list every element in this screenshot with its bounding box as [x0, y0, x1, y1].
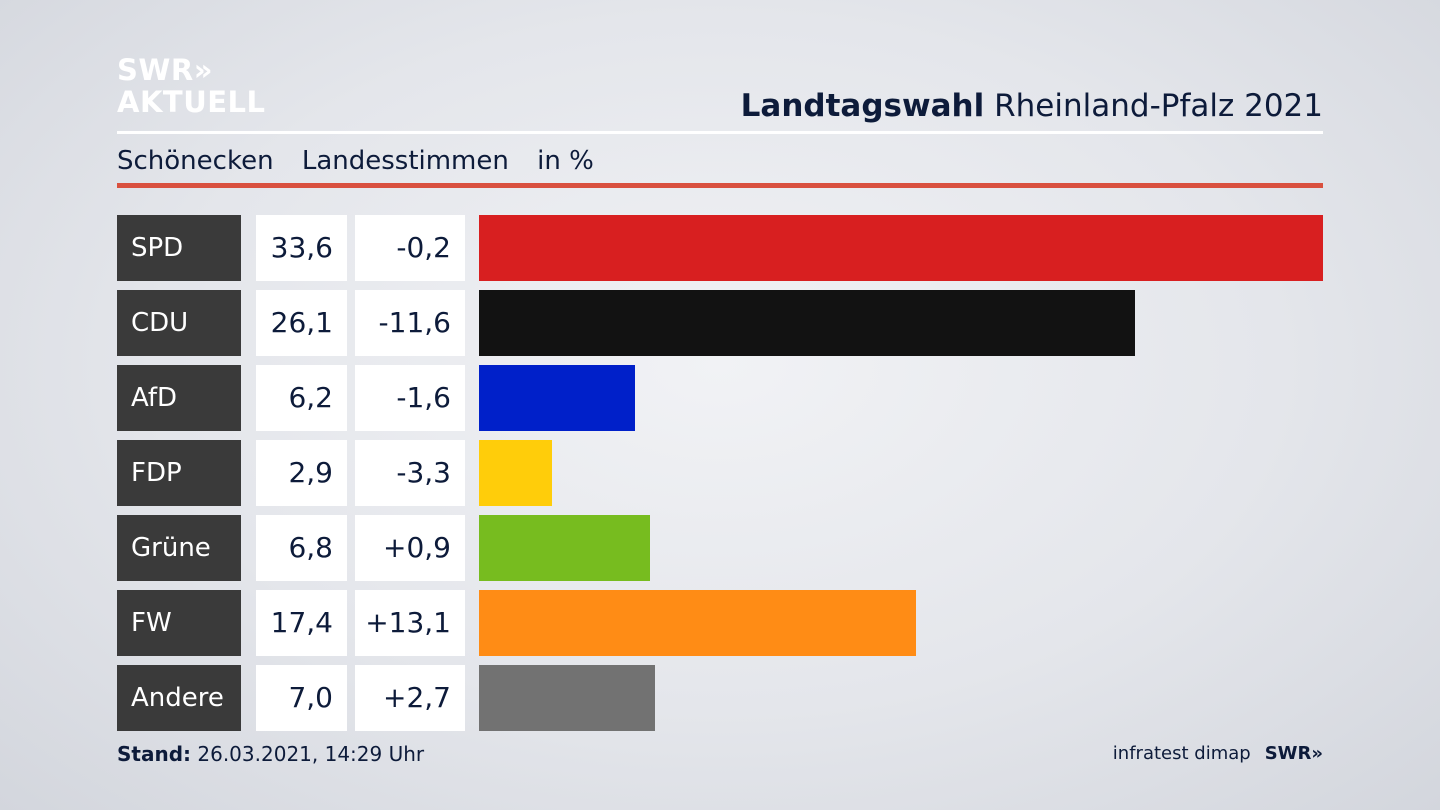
value-label: 26,1: [256, 290, 347, 356]
page-title: Landtagswahl Rheinland-Pfalz 2021: [741, 86, 1323, 126]
bar: [479, 290, 1135, 356]
value-label: 7,0: [256, 665, 347, 731]
party-label: FDP: [117, 440, 241, 506]
diff-label: -11,6: [355, 290, 465, 356]
source-credit: infratest dimap SWR»: [1113, 740, 1323, 768]
header-divider: [117, 131, 1323, 134]
party-label: CDU: [117, 290, 241, 356]
diff-label: -0,2: [355, 215, 465, 281]
value-label: 2,9: [256, 440, 347, 506]
diff-label: +2,7: [355, 665, 465, 731]
diff-label: -3,3: [355, 440, 465, 506]
bar: [479, 440, 552, 506]
party-label: FW: [117, 590, 241, 656]
swr-aktuell-logo: SWR» AKTUELL: [117, 54, 266, 118]
value-label: 6,2: [256, 365, 347, 431]
timestamp: Stand: 26.03.2021, 14:29 Uhr: [117, 740, 424, 768]
value-label: 17,4: [256, 590, 347, 656]
diff-label: +13,1: [355, 590, 465, 656]
stand-value: 26.03.2021, 14:29 Uhr: [197, 742, 425, 766]
accent-divider: [117, 183, 1323, 188]
party-label: AfD: [117, 365, 241, 431]
stand-label: Stand:: [117, 742, 192, 766]
swr-footer-logo: SWR»: [1264, 743, 1323, 764]
vote-type-label: Landesstimmen: [301, 146, 509, 176]
title-bold: Landtagswahl: [740, 88, 985, 124]
title-rest: Rheinland-Pfalz 2021: [994, 88, 1323, 124]
party-label: Grüne: [117, 515, 241, 581]
bar: [479, 215, 1323, 281]
logo-line-2: AKTUELL: [117, 85, 266, 119]
bar: [479, 515, 650, 581]
source-label: infratest dimap: [1112, 743, 1251, 764]
bar: [479, 365, 635, 431]
diff-label: +0,9: [355, 515, 465, 581]
bar: [479, 590, 916, 656]
diff-label: -1,6: [355, 365, 465, 431]
party-label: Andere: [117, 665, 241, 731]
value-label: 6,8: [256, 515, 347, 581]
logo-line-1: SWR»: [117, 53, 213, 87]
bar: [479, 665, 655, 731]
location-label: Schönecken: [117, 146, 274, 176]
subheader: Schönecken Landesstimmen in %: [117, 144, 614, 178]
party-label: SPD: [117, 215, 241, 281]
unit-label: in %: [537, 146, 594, 176]
value-label: 33,6: [256, 215, 347, 281]
